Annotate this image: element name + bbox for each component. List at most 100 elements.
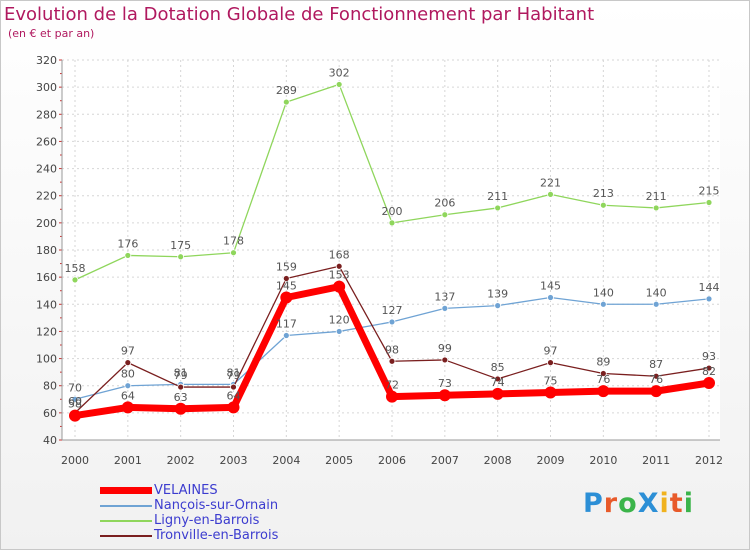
data-point-tronville-en-barrois	[441, 356, 449, 364]
y-tick-label: 260	[36, 135, 57, 148]
legend-swatch-tronville-en-barrois	[100, 535, 152, 537]
data-point-tronville-en-barrois	[547, 359, 554, 367]
x-tick-label: 2012	[695, 454, 723, 467]
data-labels: 158 176 175 178 289 302 200 206 211 221 213 211 215 7…	[65, 66, 720, 410]
legend-label: Ligny-en-Barrois	[154, 513, 260, 528]
y-tick-label: 180	[36, 244, 57, 257]
series-group	[69, 81, 715, 422]
logo-letter: i	[659, 488, 670, 519]
data-point-ligny-en-barrois	[599, 201, 607, 209]
data-label-velaines: 63	[174, 391, 188, 404]
data-label-velaines: 74	[491, 376, 505, 389]
data-label-ligny-en-barrois: 211	[487, 190, 508, 203]
legend-label: Nançois-sur-Ornain	[154, 498, 279, 513]
data-label-nan-ois-sur-ornain: 80	[121, 368, 135, 381]
data-label-nan-ois-sur-ornain: 140	[593, 286, 614, 299]
data-label-nan-ois-sur-ornain: 140	[646, 286, 667, 299]
data-label-velaines: 82	[702, 365, 716, 378]
data-point-tronville-en-barrois	[705, 364, 713, 372]
x-tick-label: 2002	[167, 454, 195, 467]
data-point-tronville-en-barrois	[282, 275, 290, 282]
data-label-nan-ois-sur-ornain: 144	[699, 281, 720, 294]
data-point-tronville-en-barrois	[230, 383, 237, 391]
data-label-ligny-en-barrois: 175	[170, 239, 191, 252]
logo-letter: t	[669, 488, 684, 519]
data-point-nan-ois-sur-ornain	[705, 295, 713, 303]
data-point-tronville-en-barrois	[388, 357, 396, 365]
data-label-velaines: 64	[121, 389, 135, 402]
data-label-tronville-en-barrois: 60	[68, 395, 82, 408]
legend-swatch-nan-ois-sur-ornain	[100, 505, 152, 507]
data-point-ligny-en-barrois	[71, 276, 79, 284]
y-tick-label: 80	[43, 380, 57, 393]
data-label-velaines: 145	[276, 280, 297, 293]
x-tick-label: 2008	[484, 454, 512, 467]
x-tick-label: 2004	[272, 454, 300, 467]
data-label-velaines: 153	[329, 269, 350, 282]
grid	[62, 59, 720, 441]
x-tick-label: 2010	[589, 454, 617, 467]
data-point-ligny-en-barrois	[230, 249, 237, 257]
data-label-velaines: 73	[438, 377, 452, 390]
data-label-velaines: 64	[227, 389, 241, 402]
data-label-velaines: 76	[649, 373, 663, 386]
data-point-tronville-en-barrois	[124, 359, 132, 367]
data-label-tronville-en-barrois: 87	[649, 358, 663, 371]
legend-label: VELAINES	[154, 483, 218, 498]
data-label-ligny-en-barrois: 213	[593, 187, 614, 200]
data-label-ligny-en-barrois: 206	[434, 197, 455, 210]
data-label-ligny-en-barrois: 178	[223, 235, 244, 248]
chart-title: Evolution de la Dotation Globale de Fonc…	[4, 4, 595, 25]
logo-letter: P	[583, 488, 604, 519]
data-point-ligny-en-barrois	[124, 252, 132, 259]
data-point-nan-ois-sur-ornain	[335, 328, 343, 335]
data-label-tronville-en-barrois: 97	[121, 345, 135, 358]
data-point-nan-ois-sur-ornain	[282, 332, 290, 339]
data-point-ligny-en-barrois	[652, 204, 660, 212]
data-label-velaines: 75	[544, 375, 558, 388]
data-label-ligny-en-barrois: 200	[382, 205, 403, 218]
data-label-nan-ois-sur-ornain: 137	[434, 290, 455, 303]
data-point-ligny-en-barrois	[705, 199, 713, 206]
x-tick-label: 2006	[378, 454, 406, 467]
data-label-velaines: 58	[68, 398, 82, 411]
data-label-tronville-en-barrois: 99	[438, 342, 452, 355]
x-tick-label: 2003	[220, 454, 248, 467]
data-label-tronville-en-barrois: 168	[329, 248, 350, 261]
data-label-nan-ois-sur-ornain: 117	[276, 318, 297, 331]
x-tick-label: 2009	[537, 454, 565, 467]
logo-letter: o	[618, 488, 638, 519]
data-label-nan-ois-sur-ornain: 139	[487, 288, 508, 301]
data-label-tronville-en-barrois: 89	[596, 356, 610, 369]
data-point-nan-ois-sur-ornain	[124, 382, 132, 390]
data-point-velaines	[121, 401, 134, 414]
data-point-velaines	[280, 291, 293, 304]
data-label-tronville-en-barrois: 97	[544, 345, 558, 358]
logo-letter: i	[683, 488, 694, 519]
y-tick-label: 160	[36, 271, 57, 284]
axes: 40 60 80 100 120 140 160 180 200 220 240 260 280 300 3…	[36, 54, 723, 467]
data-label-tronville-en-barrois: 85	[491, 361, 505, 374]
y-tick-label: 40	[43, 434, 57, 447]
y-tick-label: 140	[36, 298, 57, 311]
data-point-velaines	[491, 387, 504, 400]
x-tick-label: 2001	[114, 454, 142, 467]
data-point-ligny-en-barrois	[494, 204, 502, 212]
y-tick-label: 280	[36, 108, 57, 121]
data-point-velaines	[69, 409, 81, 422]
data-label-tronville-en-barrois: 79	[227, 369, 241, 382]
data-label-tronville-en-barrois: 93	[702, 350, 716, 363]
data-label-nan-ois-sur-ornain: 120	[329, 313, 350, 326]
data-point-velaines	[438, 389, 451, 402]
data-label-ligny-en-barrois: 211	[646, 190, 667, 203]
data-point-tronville-en-barrois	[335, 262, 343, 270]
chart-subtitle: (en € et par an)	[8, 27, 95, 40]
data-label-velaines: 76	[596, 373, 610, 386]
logo-letter: r	[603, 488, 619, 519]
legend-label: Tronville-en-Barrois	[154, 528, 279, 543]
data-point-nan-ois-sur-ornain	[494, 302, 502, 310]
data-point-nan-ois-sur-ornain	[388, 318, 396, 326]
data-label-nan-ois-sur-ornain: 145	[540, 280, 561, 293]
y-tick-label: 300	[36, 81, 57, 94]
data-label-ligny-en-barrois: 158	[65, 262, 86, 275]
